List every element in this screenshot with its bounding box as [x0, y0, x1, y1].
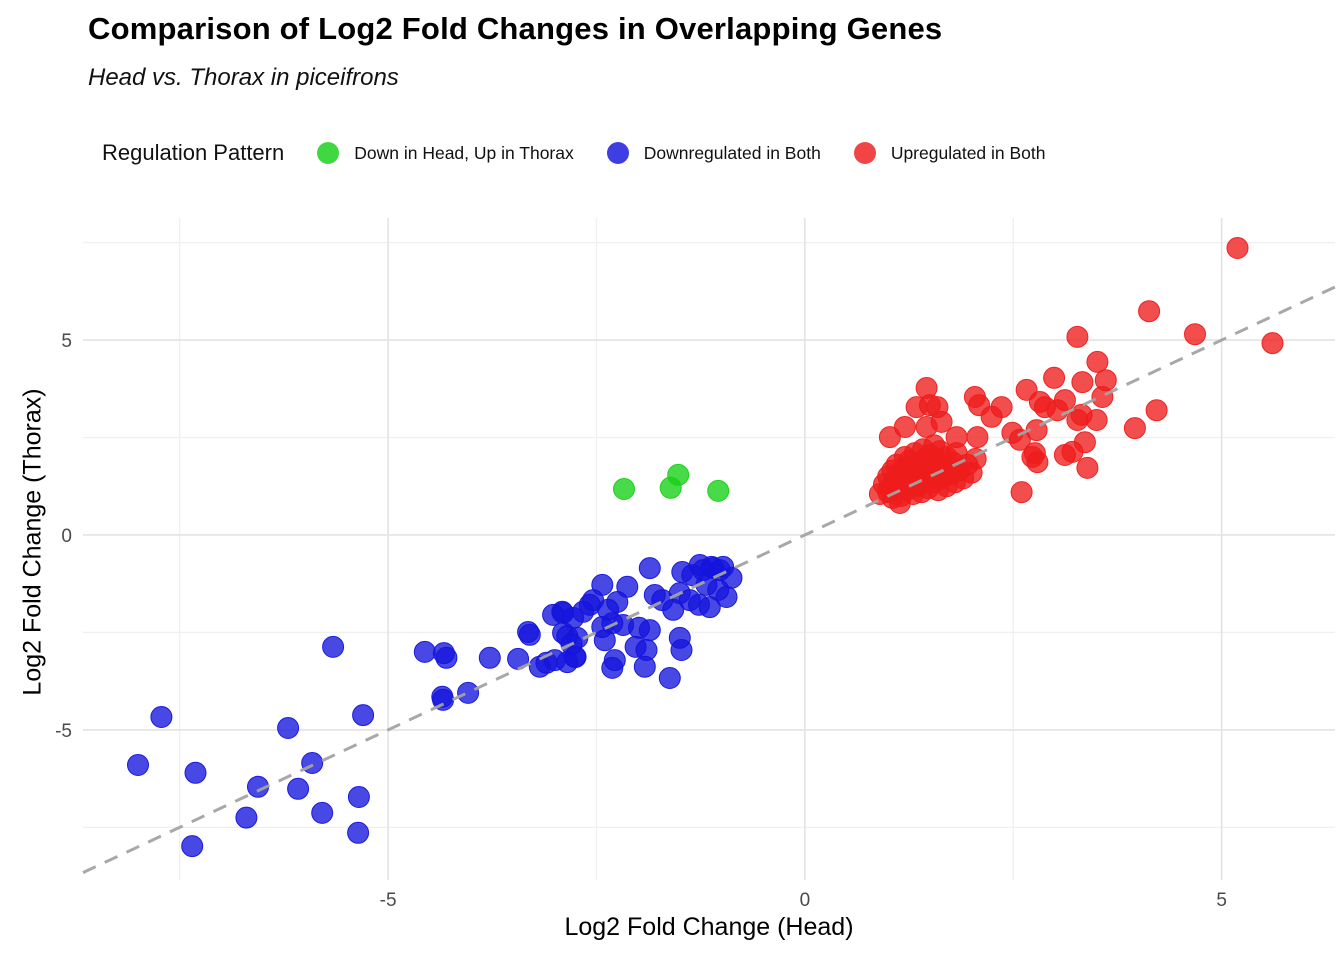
data-point-series-0 — [707, 479, 730, 502]
data-point-series-2 — [1008, 428, 1031, 451]
data-point-series-1 — [715, 586, 738, 608]
legend-item-0: Down in Head, Up in Thorax — [317, 142, 574, 164]
legend: Regulation Pattern Down in Head, Up in T… — [102, 134, 1046, 172]
data-point-series-2 — [1043, 366, 1066, 389]
data-point-series-2 — [1010, 481, 1033, 504]
data-point-series-1 — [413, 640, 436, 663]
data-point-series-2 — [1066, 325, 1089, 348]
legend-dot-icon — [853, 142, 876, 164]
data-point-series-1 — [352, 704, 375, 727]
data-point-series-1 — [518, 623, 541, 646]
data-point-series-2 — [1053, 444, 1076, 466]
data-point-series-1 — [277, 717, 300, 739]
data-point-series-2 — [1094, 369, 1117, 392]
legend-item-label: Down in Head, Up in Thorax — [354, 142, 574, 163]
x-axis-title: Log2 Fold Change (Head) — [564, 913, 854, 941]
data-point-series-2 — [1184, 323, 1206, 346]
data-point-series-2 — [945, 426, 968, 449]
legend-dot-icon — [317, 142, 340, 164]
data-point-series-1 — [638, 557, 661, 580]
legend-dot-icon — [606, 142, 629, 164]
data-point-series-1 — [150, 706, 173, 728]
data-point-series-1 — [127, 754, 149, 776]
legend-item-1: Downregulated in Both — [606, 142, 821, 164]
data-point-series-0 — [667, 463, 690, 486]
data-point-series-0 — [613, 478, 635, 500]
chart-subtitle: Head vs. Thorax in piceifrons — [88, 64, 399, 91]
data-point-series-2 — [1145, 399, 1168, 422]
data-point-series-2 — [1076, 456, 1099, 479]
data-point-series-2 — [966, 426, 989, 449]
data-point-series-2 — [1226, 237, 1249, 259]
data-point-series-2 — [1071, 371, 1094, 394]
legend-items: Down in Head, Up in Thorax Downregulated … — [317, 142, 1046, 164]
y-tick-label: 0 — [61, 526, 72, 547]
data-point-series-2 — [1073, 431, 1096, 454]
data-point-series-1 — [606, 591, 629, 613]
data-point-series-1 — [635, 639, 658, 661]
data-point-series-2 — [1053, 389, 1076, 412]
legend-title: Regulation Pattern — [102, 140, 285, 165]
data-point-series-1 — [435, 646, 458, 669]
data-point-series-1 — [478, 646, 501, 669]
data-point-series-2 — [1261, 332, 1284, 355]
data-point-series-1 — [720, 566, 743, 589]
data-point-series-1 — [670, 639, 693, 661]
scatter-plot-canvas: -5 0 5 -5 0 5 — [55, 218, 1336, 911]
data-point-series-2 — [1023, 442, 1046, 465]
data-point-series-2 — [893, 416, 916, 438]
x-tick-label: -5 — [380, 890, 397, 911]
data-point-series-1 — [347, 786, 370, 808]
data-point-series-2 — [990, 396, 1013, 419]
data-point-series-1 — [235, 806, 258, 829]
data-point-series-1 — [347, 821, 370, 844]
legend-item-label: Upregulated in Both — [890, 142, 1046, 163]
data-point-series-2 — [1086, 350, 1109, 373]
data-point-series-1 — [184, 761, 207, 784]
data-point-series-1 — [591, 573, 614, 596]
data-point-series-1 — [564, 646, 587, 668]
x-tick-label: 0 — [800, 890, 811, 911]
data-point-series-1 — [638, 619, 661, 642]
y-axis-title: Log2 Fold Change (Thorax) — [18, 388, 47, 696]
legend-item-label: Downregulated in Both — [643, 142, 821, 163]
chart-title: Comparison of Log2 Fold Changes in Overl… — [88, 11, 943, 46]
data-point-series-1 — [181, 835, 204, 858]
y-tick-label: 5 — [61, 331, 72, 352]
data-point-series-1 — [287, 777, 310, 800]
legend-item-2: Upregulated in Both — [853, 142, 1046, 164]
data-point-series-2 — [1085, 409, 1108, 431]
data-point-series-1 — [658, 667, 681, 689]
data-point-series-1 — [457, 681, 480, 704]
x-tick-label: 5 — [1216, 890, 1227, 911]
data-point-series-1 — [603, 649, 626, 672]
data-point-series-1 — [311, 801, 334, 824]
data-point-series-1 — [322, 635, 345, 658]
data-point-series-1 — [616, 575, 639, 598]
data-point-series-2 — [1123, 417, 1146, 440]
data-point-series-2 — [1138, 300, 1161, 323]
data-point-series-2 — [930, 410, 953, 433]
y-tick-label: -5 — [55, 721, 72, 742]
